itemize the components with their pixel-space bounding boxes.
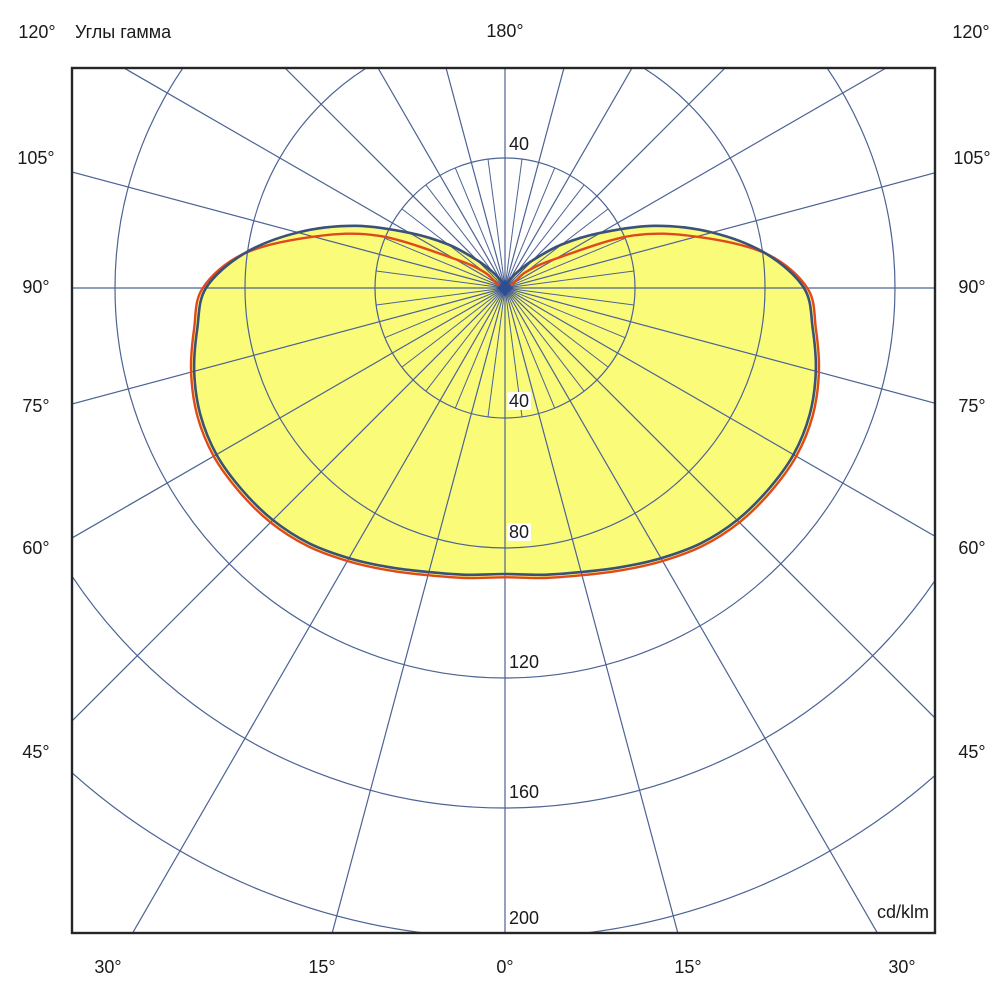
grid-spoke-minor-157.5 [504,167,556,289]
grid-spoke-30-left [131,287,506,933]
grid-spoke-105-left [72,171,506,289]
radial-tick-label-80: 80 [507,522,532,542]
grid-spoke-60-left [72,287,506,539]
grid-spoke-minor-97.5-left [376,270,506,289]
grid-spoke-minor-172.5 [504,159,523,289]
gamma-axis-label-bottom-15-right: 15° [674,957,702,977]
grid-spoke-105 [504,172,935,289]
grid-spoke-minor-157.5-left [454,167,506,289]
gamma-axis-label-right-105: 105° [953,148,991,168]
grid-spoke-minor-22.5 [504,287,556,409]
radial-tick-label-40: 40 [507,391,532,411]
gamma-axis-label-bottom-0: 0° [496,957,514,977]
grid-spoke-minor-22.5-left [454,287,506,409]
grid-spoke-60 [504,287,935,537]
grid-spoke-minor-37.5-left [425,287,506,392]
grid-spoke-minor-112.5-left [384,237,506,289]
grid-spoke-150 [504,68,633,289]
grid-spoke-75 [504,287,935,404]
gamma-axis-label-left-105: 105° [17,148,55,168]
grid-spoke-minor-52.5 [504,287,609,368]
gamma-axis-label-bottom-30-left: 30° [94,957,122,977]
grid-spoke-minor-37.5 [504,287,585,392]
gamma-axis-label-top-right-120: 120° [952,22,990,42]
grid-spoke-minor-7.5-left [487,287,506,417]
grid-spoke-150-left [377,68,506,289]
grid-spoke-75-left [72,287,506,405]
grid-spoke-minor-82.5-left [376,287,506,306]
gamma-axis-label-right-75: 75° [958,396,986,416]
grid-spoke-minor-67.5-left [384,287,506,339]
grid-spoke-45 [504,287,935,719]
grid-spoke-minor-172.5-left [487,159,506,289]
gamma-axis-label-bottom-30-right: 30° [888,957,916,977]
grid-spoke-165 [504,68,565,289]
gamma-axis-label-bottom-15-left: 15° [308,957,336,977]
gamma-axis-label-left-75: 75° [22,396,50,416]
grid-spoke-165-left [445,68,506,289]
grid-spoke-120 [504,68,888,289]
gamma-axis-label-top-180: 180° [486,21,524,41]
intensity-curve-c90-c270 [189,232,821,580]
grid-spoke-30 [504,287,879,933]
plot-frame [70,66,937,935]
radial-tick-label-200: 200 [507,908,542,928]
gamma-axis-label-left-60: 60° [22,538,50,558]
page-title: Углы гамма [75,22,172,42]
grid-spoke-minor-52.5-left [401,287,506,368]
gamma-axis-label-right-90: 90° [958,277,986,297]
gamma-axis-label-top-left-120: 120° [18,22,56,42]
grid-spoke-minor-97.5 [504,270,634,289]
radial-tick-label-160: 160 [507,782,542,802]
grid-spoke-135-left [284,68,506,289]
radial-tick-label-40-upper: 40 [507,134,532,154]
radial-tick-label-120: 120 [507,652,542,672]
gamma-axis-label-right-45: 45° [958,742,986,762]
grid-spoke-135 [504,68,726,289]
units-label: cd/klm [874,902,931,922]
grid-spoke-minor-82.5 [504,287,634,306]
intensity-curve-c0-c180 [192,224,818,577]
gamma-axis-label-left-45: 45° [22,742,50,762]
gamma-axis-label-left-90: 90° [22,277,50,297]
grid-spoke-minor-67.5 [504,287,626,339]
grid-spoke-45-left [72,287,506,722]
center-marker [497,280,513,296]
gamma-axis-label-right-60: 60° [958,538,986,558]
grid-spoke-minor-112.5 [504,237,626,289]
grid-spoke-120-left [122,68,506,289]
grid-spoke-15 [504,287,679,933]
grid-spoke-15-left [331,287,506,933]
